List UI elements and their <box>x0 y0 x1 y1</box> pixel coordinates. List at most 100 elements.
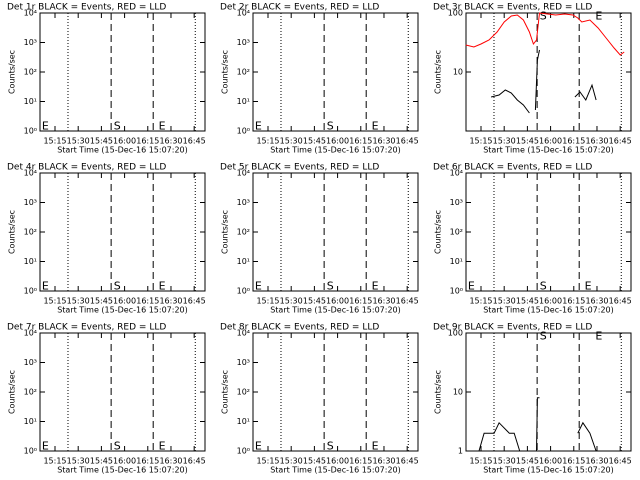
x-tick-label: 16:00 <box>113 297 136 306</box>
x-tick-label: 16:15 <box>136 297 159 306</box>
x-tick-label: 15:15 <box>256 457 279 466</box>
annotation: E <box>595 9 602 22</box>
x-tick-label: 15:45 <box>90 297 113 306</box>
y-tick-label: 100 <box>448 329 463 338</box>
y-tick-label: 10⁰ <box>237 287 250 296</box>
y-tick-label: 10¹ <box>24 257 37 266</box>
series-line <box>465 12 625 56</box>
detector-panel: Det 5r BLACK = Events, RED = LLD 10⁰ 10¹ 10… <box>220 163 419 315</box>
detector-panel: Det 2r BLACK = Events, RED = LLD 10⁰ 10¹ 10… <box>220 3 419 155</box>
x-tick-label: 15:30 <box>280 457 303 466</box>
x-tick-label: 15:45 <box>90 457 113 466</box>
y-tick-label: 100 <box>448 9 463 18</box>
detector-panel: Det 1r BLACK = Events, RED = LLD 10⁰ 10¹ 10… <box>7 3 206 155</box>
y-tick-label: 10³ <box>237 198 250 207</box>
x-tick-label: 15:45 <box>303 297 326 306</box>
x-tick-label: 15:45 <box>303 137 326 146</box>
y-tick-label: 10¹ <box>237 257 250 266</box>
y-tick-label: 10² <box>24 388 37 397</box>
y-axis-title: Counts/sec <box>434 50 443 94</box>
x-tick-label: 16:15 <box>349 297 372 306</box>
y-tick-label: 10³ <box>24 358 37 367</box>
x-tick-label: 15:30 <box>493 297 516 306</box>
x-tick-label: 16:45 <box>183 457 206 466</box>
x-axis-title: Start Time (15-Dec-16 15:07:20) <box>483 306 614 315</box>
plot-frame <box>39 12 206 132</box>
plot-frame <box>252 12 419 132</box>
detector-panel: Det 3r BLACK = Events, RED = LLD 10 100 15:… <box>433 3 632 155</box>
x-tick-label: 16:00 <box>113 457 136 466</box>
annotation: E <box>255 120 262 133</box>
x-tick-label: 16:45 <box>609 457 632 466</box>
annotation: E <box>372 280 379 293</box>
x-tick-label: 15:30 <box>493 137 516 146</box>
annotation: E <box>372 120 379 133</box>
x-tick-label: 16:30 <box>585 457 608 466</box>
x-tick-label: 16:30 <box>159 297 182 306</box>
y-tick-label: 1 <box>458 447 463 456</box>
annotation: E <box>42 280 49 293</box>
x-tick-label: 16:15 <box>562 297 585 306</box>
y-tick-label: 10⁴ <box>24 329 37 338</box>
y-axis-title: Counts/sec <box>221 370 230 414</box>
x-tick-label: 16:30 <box>585 137 608 146</box>
y-axis-title: Counts/sec <box>8 210 17 254</box>
series-line <box>490 49 597 114</box>
x-tick-label: 16:00 <box>326 137 349 146</box>
x-axis-title: Start Time (15-Dec-16 15:07:20) <box>270 466 401 475</box>
x-tick-label: 16:45 <box>396 137 419 146</box>
annotation: E <box>159 280 166 293</box>
y-tick-label: 10⁰ <box>237 447 250 456</box>
panel-title: Det 6r BLACK = Events, RED = LLD <box>433 163 592 173</box>
annotation: S <box>327 280 334 293</box>
y-tick-label: 10² <box>450 228 463 237</box>
y-tick-label: 10⁰ <box>24 287 37 296</box>
x-axis-title: Start Time (15-Dec-16 15:07:20) <box>270 146 401 155</box>
x-tick-label: 15:15 <box>43 137 66 146</box>
detector-panel: Det 4r BLACK = Events, RED = LLD 10⁰ 10¹ 10… <box>7 163 206 315</box>
plot-frame <box>252 172 419 292</box>
panel-title: Det 5r BLACK = Events, RED = LLD <box>220 163 379 173</box>
y-tick-label: 10⁴ <box>24 9 37 18</box>
annotation: S <box>540 9 547 22</box>
plot-frame <box>39 332 206 452</box>
x-tick-label: 16:15 <box>349 137 372 146</box>
x-tick-label: 16:45 <box>396 457 419 466</box>
y-axis-title: Counts/sec <box>221 210 230 254</box>
x-tick-label: 15:30 <box>67 137 90 146</box>
y-tick-label: 10 <box>453 68 463 77</box>
x-tick-label: 16:30 <box>585 297 608 306</box>
annotation: E <box>595 329 602 342</box>
y-tick-label: 10⁴ <box>237 9 250 18</box>
y-tick-label: 10³ <box>450 198 463 207</box>
y-tick-label: 10³ <box>24 38 37 47</box>
x-tick-label: 16:15 <box>562 457 585 466</box>
annotation: E <box>42 440 49 453</box>
x-tick-label: 16:00 <box>539 137 562 146</box>
panel-title: Det 7r BLACK = Events, RED = LLD <box>7 323 166 333</box>
y-tick-label: 10¹ <box>237 97 250 106</box>
detector-panel: Det 9r BLACK = Events, RED = LLD 1 10 100 15… <box>433 323 632 475</box>
annotation: S <box>327 440 334 453</box>
x-tick-label: 16:30 <box>372 457 395 466</box>
x-tick-label: 15:30 <box>493 457 516 466</box>
y-tick-label: 10⁴ <box>24 169 37 178</box>
y-axis-title: Counts/sec <box>8 50 17 94</box>
x-tick-label: 16:00 <box>113 137 136 146</box>
x-tick-label: 15:15 <box>469 457 492 466</box>
x-tick-label: 15:45 <box>516 297 539 306</box>
x-tick-label: 15:15 <box>469 297 492 306</box>
x-tick-label: 16:45 <box>183 137 206 146</box>
x-tick-label: 16:15 <box>562 137 585 146</box>
x-axis-title: Start Time (15-Dec-16 15:07:20) <box>270 306 401 315</box>
x-tick-label: 15:45 <box>303 457 326 466</box>
x-tick-label: 15:45 <box>516 457 539 466</box>
annotation: E <box>372 440 379 453</box>
y-tick-label: 10¹ <box>450 257 463 266</box>
y-tick-label: 10² <box>24 228 37 237</box>
y-axis-title: Counts/sec <box>434 370 443 414</box>
annotation: S <box>114 280 121 293</box>
x-tick-label: 16:00 <box>326 457 349 466</box>
y-tick-label: 10³ <box>237 38 250 47</box>
